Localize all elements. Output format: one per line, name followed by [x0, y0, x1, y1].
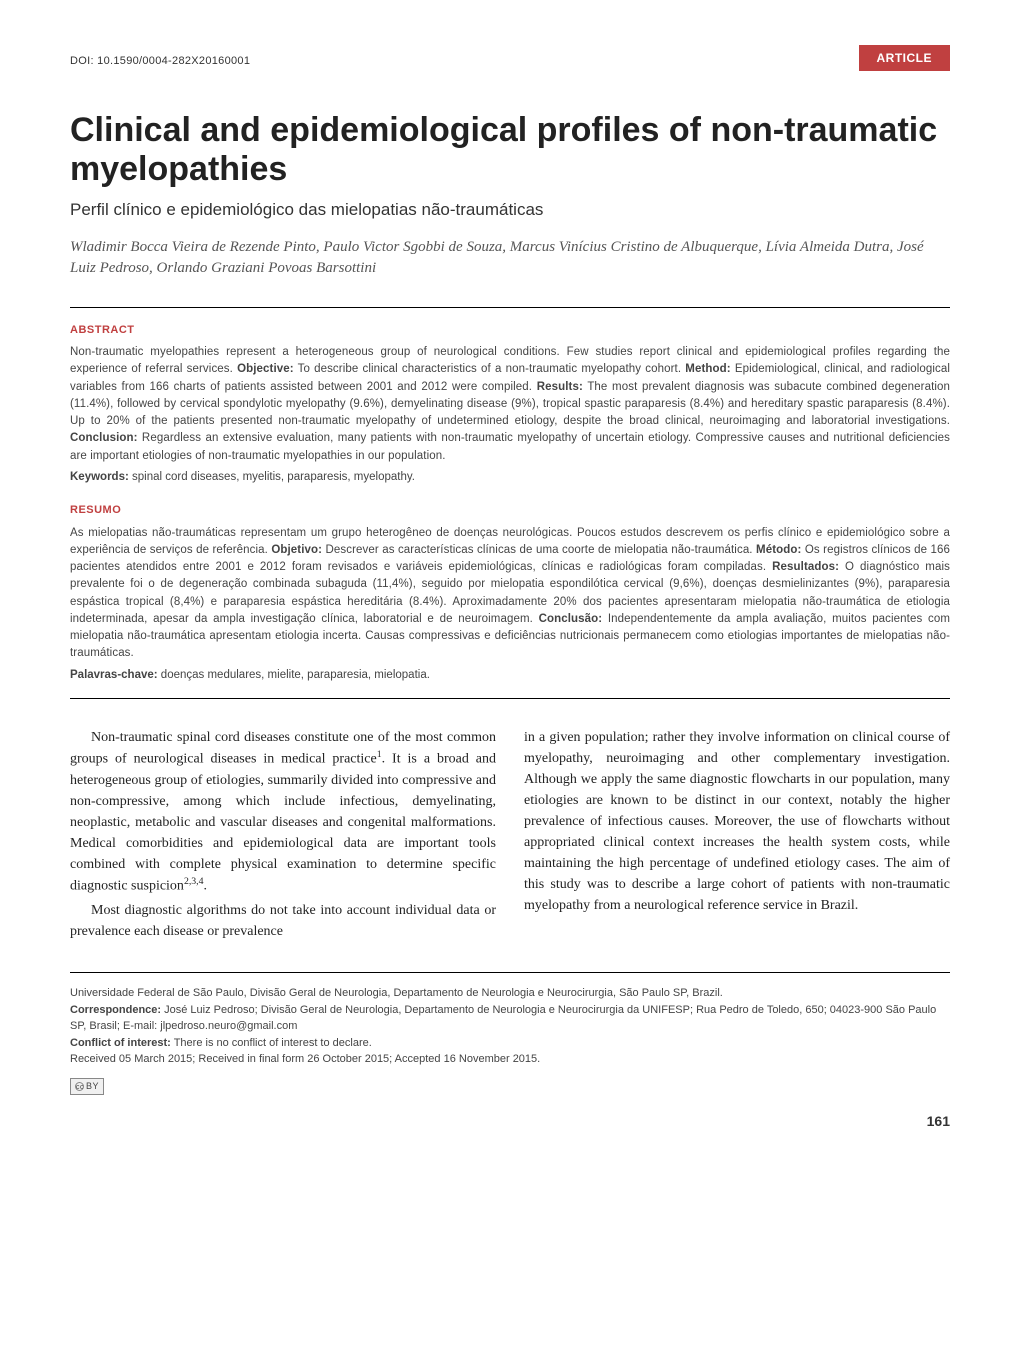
conflict-text: There is no conflict of interest to decl…	[174, 1037, 372, 1049]
rule-mid	[70, 698, 950, 699]
cc-text: BY	[86, 1081, 99, 1091]
footer: Universidade Federal de São Paulo, Divis…	[70, 985, 950, 1095]
article-subtitle: Perfil clínico e epidemiológico das miel…	[70, 197, 950, 223]
resumo-conclusion-label: Conclusão:	[539, 613, 603, 625]
abstract-heading: ABSTRACT	[70, 322, 950, 339]
resumo-keywords: Palavras-chave: doenças medulares, mieli…	[70, 667, 950, 684]
doi-label: DOI:	[70, 55, 94, 67]
footer-correspondence: Correspondence: José Luiz Pedroso; Divis…	[70, 1002, 950, 1035]
abstract-keywords: Keywords: spinal cord diseases, myelitis…	[70, 469, 950, 486]
rule-footer	[70, 972, 950, 973]
abstract-conclusion-label: Conclusion:	[70, 432, 138, 444]
resumo-keywords-label: Palavras-chave:	[70, 669, 158, 681]
resumo-keywords-text: doenças medulares, mielite, paraparesia,…	[161, 669, 430, 681]
article-title: Clinical and epidemiological profiles of…	[70, 111, 950, 189]
body-p1-c: .	[204, 878, 208, 893]
body-p1: Non-traumatic spinal cord diseases const…	[70, 727, 496, 896]
resumo-objective-text: Descrever as características clínicas de…	[326, 544, 753, 556]
keywords-text: spinal cord diseases, myelitis, parapare…	[132, 471, 415, 483]
body-columns: Non-traumatic spinal cord diseases const…	[70, 727, 950, 946]
abstract-text: Non-traumatic myelopathies represent a h…	[70, 344, 950, 465]
keywords-label: Keywords:	[70, 471, 129, 483]
abstract-results-label: Results:	[537, 381, 583, 393]
doi: DOI: 10.1590/0004-282X20160001	[70, 55, 250, 67]
abstract-conclusion-text: Regardless an extensive evaluation, many…	[70, 432, 950, 461]
doi-value: 10.1590/0004-282X20160001	[97, 55, 250, 67]
article-authors: Wladimir Bocca Vieira de Rezende Pinto, …	[70, 237, 950, 279]
abstract-method-label: Method:	[685, 363, 730, 375]
body-p1-sup2: 2,3,4	[184, 876, 204, 887]
body-col-left: Non-traumatic spinal cord diseases const…	[70, 727, 496, 946]
resumo-heading: RESUMO	[70, 502, 950, 519]
resumo-text: As mielopatias não-traumáticas represent…	[70, 525, 950, 663]
page-container: DOI: 10.1590/0004-282X20160001 ARTICLE C…	[0, 0, 1020, 1162]
abstract-objective-text: To describe clinical characteristics of …	[298, 363, 682, 375]
conflict-label: Conflict of interest:	[70, 1037, 171, 1049]
footer-conflict: Conflict of interest: There is no confli…	[70, 1035, 950, 1052]
abstract-objective-label: Objective:	[237, 363, 294, 375]
header-row: DOI: 10.1590/0004-282X20160001 ARTICLE	[70, 50, 950, 71]
correspondence-text: José Luiz Pedroso; Divisão Geral de Neur…	[70, 1004, 936, 1033]
article-badge: ARTICLE	[859, 45, 951, 71]
cc-icon: cc	[75, 1082, 84, 1091]
body-p2: Most diagnostic algorithms do not take i…	[70, 900, 496, 942]
body-p3: in a given population; rather they invol…	[524, 727, 950, 916]
correspondence-label: Correspondence:	[70, 1004, 161, 1016]
resumo-objective-label: Objetivo:	[271, 544, 322, 556]
footer-affiliation: Universidade Federal de São Paulo, Divis…	[70, 985, 950, 1002]
body-col-right: in a given population; rather they invol…	[524, 727, 950, 946]
page-number: 161	[70, 1111, 950, 1132]
cc-badge: ccBY	[70, 1078, 104, 1096]
rule-top	[70, 307, 950, 308]
resumo-results-label: Resultados:	[772, 561, 839, 573]
footer-received: Received 05 March 2015; Received in fina…	[70, 1051, 950, 1068]
body-p1-b: . It is a broad and heterogeneous group …	[70, 752, 496, 894]
resumo-method-label: Método:	[756, 544, 801, 556]
